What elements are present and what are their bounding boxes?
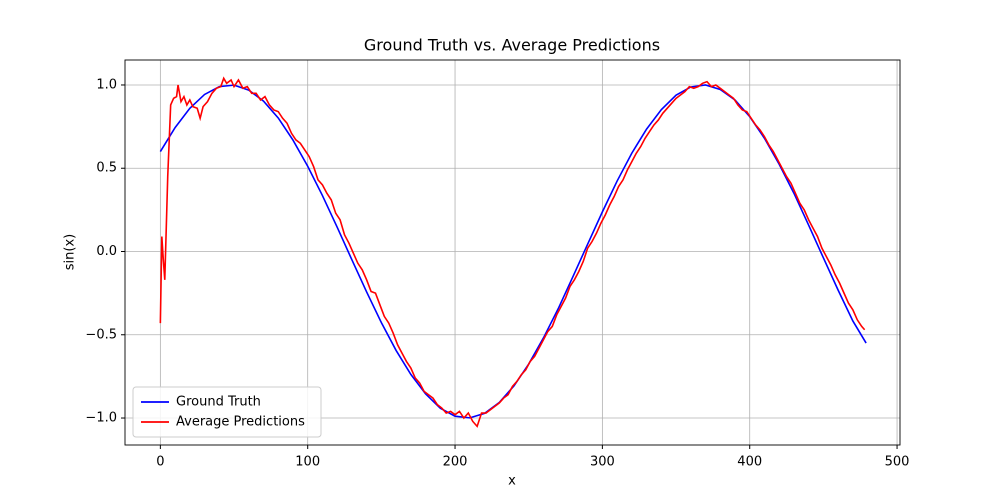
x-tick-label: 500 (885, 455, 910, 470)
y-tick-label: 1.0 (96, 77, 117, 92)
y-tick-label: 0.5 (96, 161, 117, 176)
y-tick-label: 0.0 (96, 244, 117, 259)
series-line (159, 76, 866, 428)
y-tick-label: −0.5 (85, 327, 117, 342)
x-tick-label: 200 (443, 455, 468, 470)
x-tick-label: 100 (295, 455, 320, 470)
legend-box (132, 386, 322, 438)
x-tick-label: 300 (590, 455, 615, 470)
plot-frame (124, 59, 901, 446)
legend-label: Ground Truth (176, 395, 261, 410)
y-axis-label: sin(x) (63, 234, 78, 270)
x-tick-label: 400 (737, 455, 762, 470)
y-tick-label: −1.0 (85, 411, 117, 426)
legend-label: Average Predictions (176, 415, 305, 430)
x-axis-label: x (508, 474, 516, 489)
x-tick-label: 0 (156, 455, 164, 470)
chart-title: Ground Truth vs. Average Predictions (364, 36, 660, 55)
